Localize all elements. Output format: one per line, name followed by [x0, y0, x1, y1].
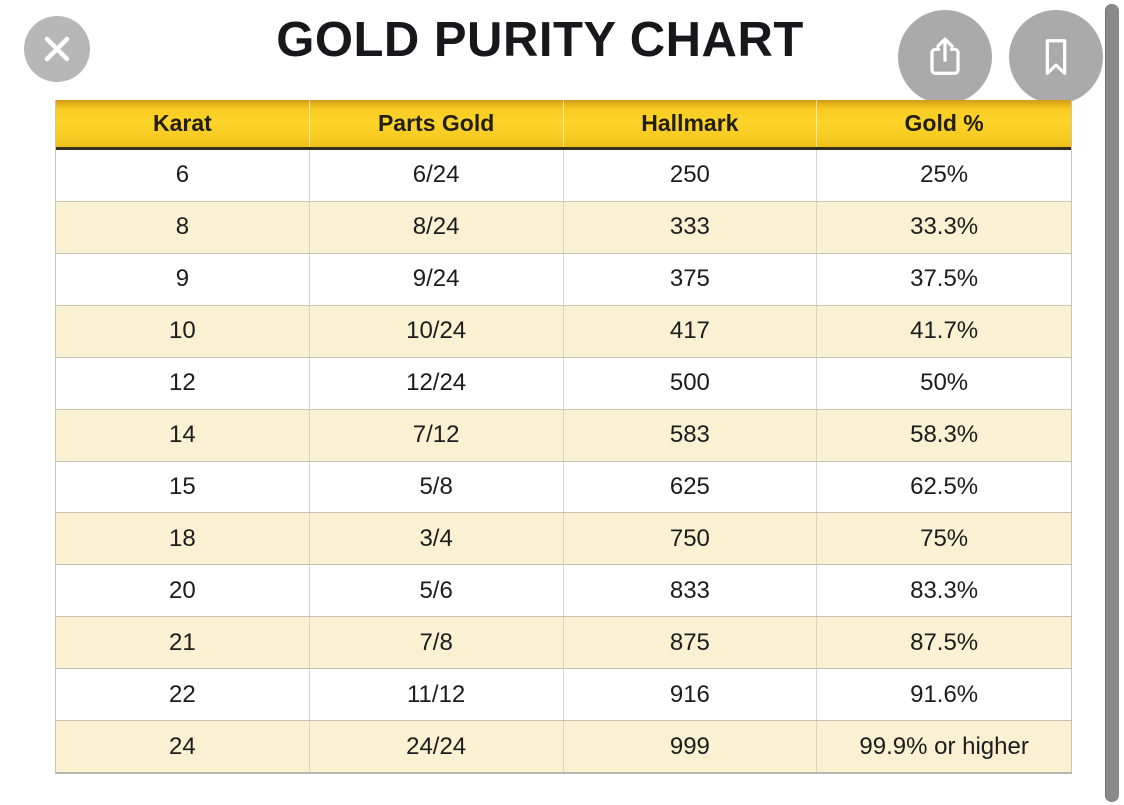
table-row: 6 6/24 250 25%	[56, 150, 1071, 201]
gold-pct-cell: 87.5%	[910, 628, 979, 656]
parts-gold-cell: 7/12	[310, 409, 564, 461]
hallmark-cell: 999	[564, 721, 818, 773]
karat-cell: 22	[56, 669, 310, 721]
gold-pct-cell: 37.5%	[910, 265, 979, 293]
hallmark-cell: 333	[564, 201, 818, 253]
hallmark-cell: 750	[564, 513, 818, 565]
hallmark-cell: 500	[564, 357, 818, 409]
table-row: 20 5/6 833 83.3%	[56, 564, 1071, 617]
parts-gold-cell: 3/4	[310, 513, 564, 565]
table-row: 8 8/24 333 33.3%	[56, 200, 1071, 253]
gold-pct-cell: 75%	[920, 524, 969, 552]
table-row: 10 10/24 417 41.7%	[56, 304, 1071, 357]
karat-cell: 24	[56, 721, 310, 773]
table-body: 6 6/24 250 25% 8 8/24 333 33.3% 9 9/24 3…	[56, 150, 1071, 773]
table-header-row: Karat Parts Gold Hallmark Gold %	[56, 100, 1071, 150]
hallmark-cell: 625	[564, 461, 818, 513]
parts-gold-cell: 12/24	[310, 357, 564, 409]
gold-pct-cell: 50%	[920, 369, 969, 397]
gold-purity-table: Karat Parts Gold Hallmark Gold % 6 6/24 …	[55, 100, 1072, 774]
gold-pct-cell: 41.7%	[910, 317, 979, 345]
parts-gold-cell: 7/8	[310, 617, 564, 669]
hallmark-cell: 875	[564, 617, 818, 669]
karat-cell: 8	[56, 201, 310, 253]
gold-pct-cell: 99.9% or higher	[859, 732, 1029, 760]
parts-gold-cell: 11/12	[310, 669, 564, 721]
table-row: 15 5/8 625 62.5%	[56, 460, 1071, 513]
bookmark-button[interactable]	[1009, 10, 1103, 104]
column-header-hallmark: Hallmark	[564, 100, 818, 147]
hallmark-cell: 833	[564, 565, 818, 617]
hallmark-cell: 375	[564, 253, 818, 305]
table-row: 21 7/8 875 87.5%	[56, 616, 1071, 669]
table-row: 14 7/12 583 58.3%	[56, 408, 1071, 461]
karat-cell: 21	[56, 617, 310, 669]
gold-pct-cell: 62.5%	[910, 472, 979, 500]
page-title: GOLD PURITY CHART	[276, 13, 804, 67]
parts-gold-cell: 5/6	[310, 565, 564, 617]
table-row: 9 9/24 375 37.5%	[56, 252, 1071, 305]
karat-cell: 12	[56, 357, 310, 409]
close-icon	[40, 32, 74, 66]
parts-gold-cell: 8/24	[310, 201, 564, 253]
column-header-parts-gold: Parts Gold	[310, 100, 564, 147]
table-row: 22 11/12 916 91.6%	[56, 668, 1071, 721]
karat-cell: 10	[56, 305, 310, 357]
karat-cell: 15	[56, 461, 310, 513]
hallmark-cell: 583	[564, 409, 818, 461]
parts-gold-cell: 9/24	[310, 253, 564, 305]
scrollbar[interactable]	[1105, 4, 1119, 802]
gold-pct-cell: 58.3%	[910, 421, 979, 449]
share-button[interactable]	[898, 10, 992, 104]
karat-cell: 18	[56, 513, 310, 565]
table-row: 12 12/24 500 50%	[56, 356, 1071, 409]
gold-pct-cell: 83.3%	[910, 576, 979, 604]
gold-pct-cell: 25%	[920, 161, 969, 189]
karat-cell: 20	[56, 565, 310, 617]
gold-pct-cell: 33.3%	[910, 213, 979, 241]
column-header-karat: Karat	[56, 100, 310, 147]
karat-cell: 9	[56, 253, 310, 305]
bookmark-icon	[1030, 31, 1082, 83]
parts-gold-cell: 5/8	[310, 461, 564, 513]
karat-cell: 14	[56, 409, 310, 461]
hallmark-cell: 916	[564, 669, 818, 721]
table-row: 18 3/4 750 75%	[56, 512, 1071, 565]
parts-gold-cell: 6/24	[310, 150, 564, 201]
share-icon	[919, 31, 971, 83]
parts-gold-cell: 24/24	[310, 721, 564, 773]
gold-pct-cell: 91.6%	[910, 680, 979, 708]
karat-cell: 6	[56, 150, 310, 201]
hallmark-cell: 417	[564, 305, 818, 357]
close-button[interactable]	[24, 16, 90, 82]
parts-gold-cell: 10/24	[310, 305, 564, 357]
table-row: 24 24/24 999 99.9% or higher	[56, 720, 1071, 773]
column-header-gold-pct: Gold %	[904, 110, 984, 136]
hallmark-cell: 250	[564, 150, 818, 201]
